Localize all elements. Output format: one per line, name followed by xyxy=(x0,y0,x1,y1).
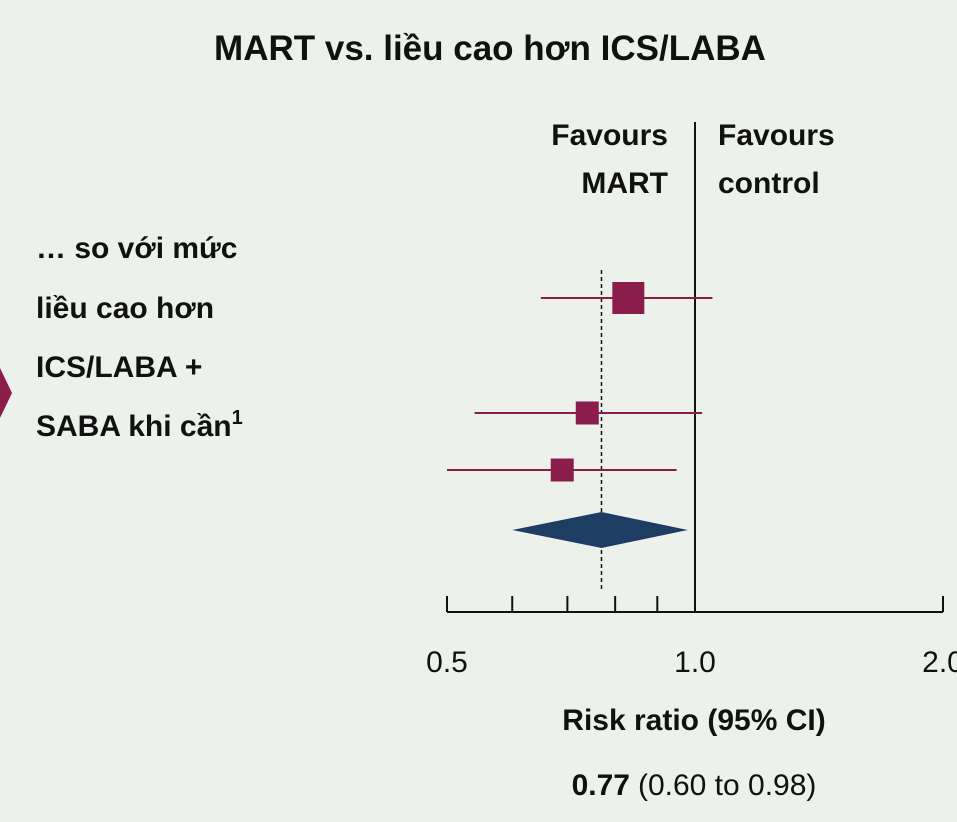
note: SABA khi cần1 xyxy=(36,407,243,443)
study-box xyxy=(575,401,599,425)
chart-title: MART vs. liều cao hơn ICS/LABA xyxy=(214,29,766,68)
left-header: MART xyxy=(581,167,668,200)
x-tick-label: 2.0 xyxy=(922,646,957,679)
right-header: control xyxy=(718,167,820,200)
left-header: Favours xyxy=(551,119,668,152)
note: ICS/LABA + xyxy=(36,351,202,384)
summary: 0.77 (0.60 to 0.98) xyxy=(572,769,817,802)
right-header: Favours xyxy=(718,119,835,152)
decoration xyxy=(0,368,12,418)
x-axis-label: Risk ratio (95% CI) xyxy=(562,704,825,737)
pooled-diamond xyxy=(512,512,688,548)
study-box xyxy=(612,282,645,314)
note-text: SABA khi cần xyxy=(36,410,232,443)
note: liều cao hơn xyxy=(36,292,214,325)
summary-ci: (0.60 to 0.98) xyxy=(638,769,816,802)
note-superscript: 1 xyxy=(232,407,243,429)
summary-value: 0.77 xyxy=(572,769,630,802)
x-tick-label: 0.5 xyxy=(426,646,468,679)
x-tick-label: 1.0 xyxy=(674,646,716,679)
note: … so với mức xyxy=(36,232,237,265)
study-box xyxy=(550,458,574,482)
